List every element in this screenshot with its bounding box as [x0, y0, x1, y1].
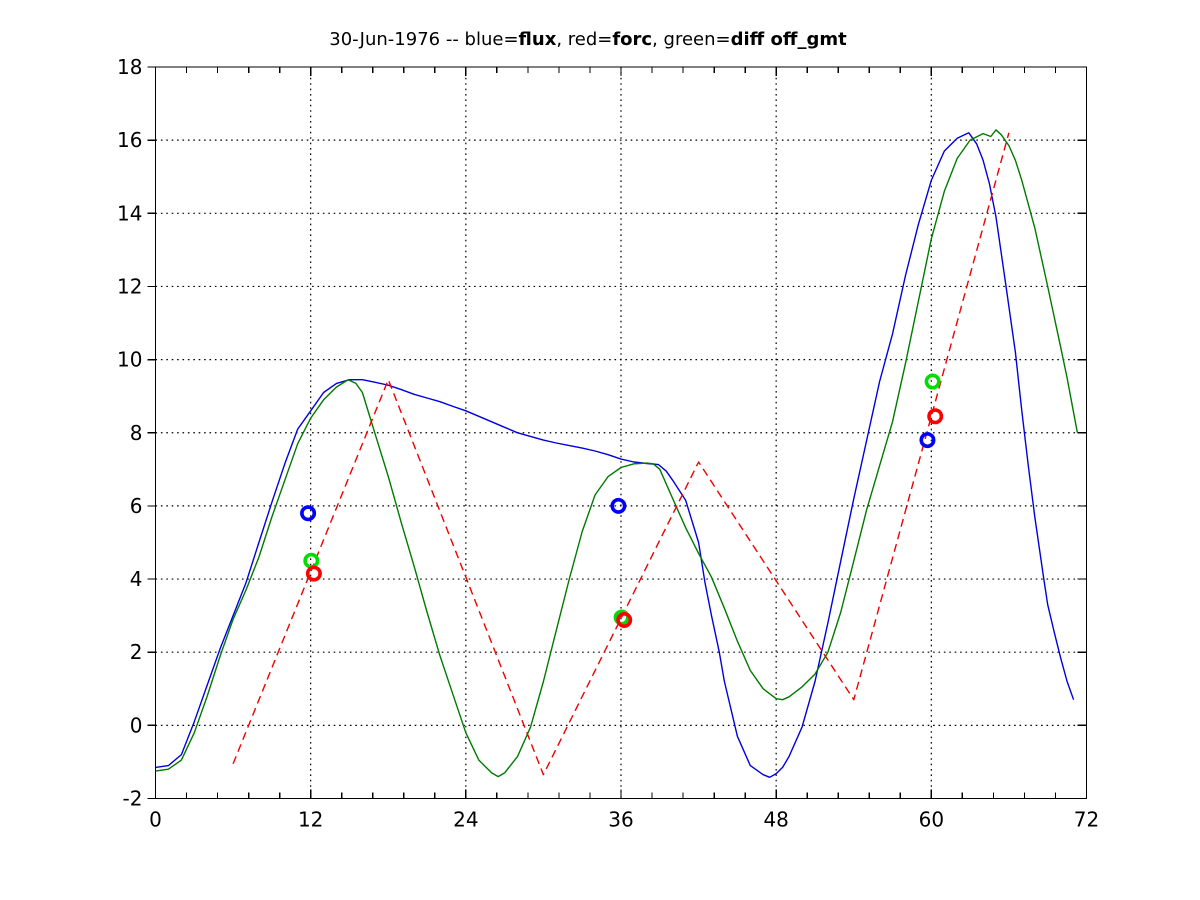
series-flux	[155, 132, 1075, 778]
x-tick-label: 24	[453, 808, 478, 832]
x-tick-label: 72	[1074, 808, 1099, 832]
y-tick-label: 2	[130, 640, 143, 664]
x-tick-label: 0	[149, 808, 162, 832]
y-tick-label: -2	[123, 787, 143, 811]
y-tick-label: 8	[130, 421, 143, 445]
chart-title-bold-segment: flux	[519, 29, 557, 50]
marker-flux-obs	[919, 432, 936, 449]
y-tick-label: 10	[117, 348, 142, 372]
x-tick-label: 12	[298, 808, 323, 832]
y-tick-label: 0	[130, 713, 143, 737]
chart-title-segment: , red=	[556, 29, 612, 50]
x-tick-label: 60	[919, 808, 944, 832]
chart-title-segment: 30-Jun-1976 -- blue=	[329, 29, 518, 50]
marker-diff-obs	[303, 552, 320, 569]
y-tick-label: 6	[130, 494, 143, 518]
y-tick-label: 14	[117, 201, 142, 225]
chart-title-bold-segment: forc	[612, 29, 652, 50]
marker-forc-obs	[927, 408, 944, 425]
marker-flux-obs	[610, 497, 627, 514]
x-tick-label: 48	[763, 808, 788, 832]
marker-forc-obs	[305, 565, 322, 582]
marker-diff-obs	[924, 373, 941, 390]
x-tick-label: 36	[608, 808, 633, 832]
y-tick-label: 16	[117, 128, 142, 152]
series-forc	[232, 132, 1010, 776]
y-tick-label: 18	[117, 55, 142, 79]
chart-title: 30-Jun-1976 -- blue=flux, red=forc, gree…	[329, 29, 847, 50]
marker-forc-obs	[616, 612, 633, 629]
chart-title-bold-segment: diff off_gmt	[731, 29, 847, 50]
marker-flux-obs	[300, 505, 317, 522]
series-diff	[155, 129, 1079, 778]
chart-title-segment: , green=	[652, 29, 731, 50]
y-tick-label: 4	[130, 567, 143, 591]
y-tick-label: 12	[117, 274, 142, 298]
